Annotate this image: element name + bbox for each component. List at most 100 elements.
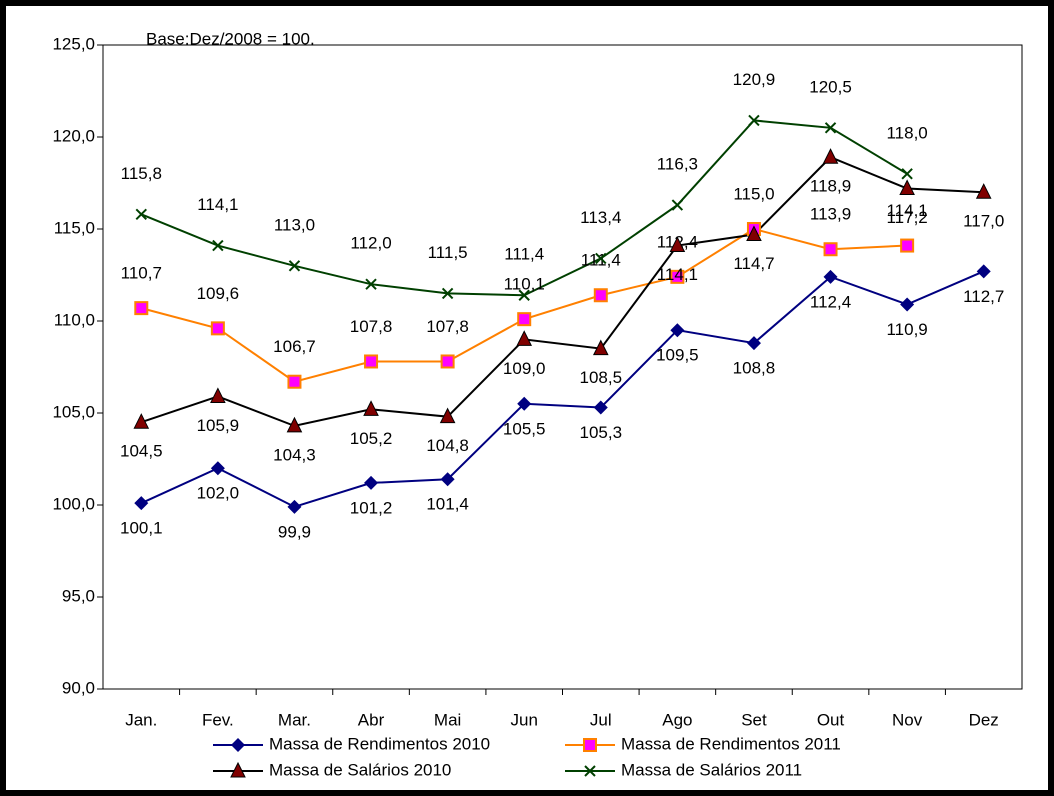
x-tick-label: Dez [969,710,999,729]
data-label: 104,3 [273,445,316,464]
data-label: 105,5 [503,419,546,438]
data-label: 115,0 [733,184,774,203]
x-tick-label: Ago [662,710,692,729]
series-line [140,156,984,427]
marker [439,407,456,424]
data-label: 118,0 [886,123,927,142]
data-label: 110,1 [504,275,545,294]
y-tick-label: 100,0 [52,494,95,513]
x-tick-label: Fev. [202,710,234,729]
marker [822,148,839,164]
x-tick-label: Jan. [125,710,157,729]
data-label: 104,5 [120,442,163,461]
data-label: 101,4 [426,495,469,514]
y-tick-label: 120,0 [52,126,95,145]
marker [748,114,760,127]
marker [134,301,149,316]
marker [364,354,379,369]
marker [670,323,685,338]
marker [517,312,532,327]
data-label: 117,0 [963,212,1004,231]
data-label: 99,9 [278,522,311,541]
marker [595,252,607,265]
marker [440,472,455,487]
data-label: 109,5 [656,346,699,365]
data-label: 105,3 [580,423,623,442]
marker [746,225,762,242]
data-label: 101,2 [350,498,393,517]
data-label: 112,7 [963,287,1004,306]
marker [823,242,838,257]
marker [975,183,992,199]
y-tick-label: 110,0 [54,310,95,329]
data-label: 108,8 [733,359,776,378]
data-label: 100,1 [120,519,163,538]
x-tick-label: Jul [590,710,612,729]
marker [899,179,915,196]
data-label: 113,0 [274,215,315,234]
data-label: 116,3 [657,155,698,174]
data-label: 115,8 [121,164,162,183]
data-label: 111,4 [581,251,621,270]
marker [363,400,379,416]
legend-marker [230,761,246,778]
legend-label: Massa de Salários 2011 [621,760,802,779]
marker [210,321,225,336]
marker [287,374,302,389]
data-label: 109,6 [197,284,240,303]
series-line [140,270,985,508]
marker [746,336,761,351]
x-tick-label: Mai [434,710,461,729]
data-label: 107,8 [350,317,393,336]
marker [900,238,915,253]
data-label: 118,9 [810,177,851,196]
marker [593,400,608,415]
marker [441,287,454,300]
marker [440,354,455,369]
marker [593,288,608,303]
marker [823,269,838,284]
y-tick-label: 90,0 [62,678,95,697]
marker [133,413,150,429]
marker [669,236,686,253]
data-label: 113,4 [580,208,621,227]
marker [287,499,302,514]
annotation: Base:Dez/2008 = 100. [146,29,315,48]
data-label: 112,4 [810,292,851,311]
data-label: 120,9 [733,70,776,89]
marker [900,297,915,312]
marker [517,396,532,411]
legend-marker [231,738,245,752]
data-label: 112,0 [350,234,391,253]
data-label: 111,4 [504,245,544,264]
data-label: 107,8 [426,317,469,336]
marker [288,260,301,272]
marker [592,339,609,356]
legend-label: Massa de Salários 2010 [269,760,451,779]
marker [210,387,226,403]
x-tick-label: Nov [892,710,923,729]
x-tick-label: Out [817,710,845,729]
marker [901,168,913,180]
y-tick-label: 95,0 [62,586,95,605]
marker [824,122,837,134]
legend-marker [583,738,597,752]
data-label: 104,8 [426,436,469,455]
data-label: 120,5 [809,77,852,96]
data-label: 105,2 [350,429,393,448]
x-tick-label: Set [741,710,767,729]
x-tick-label: Mar. [278,710,311,729]
marker [134,496,149,511]
marker [670,269,685,284]
marker [210,461,225,476]
y-tick-label: 125,0 [52,34,95,53]
marker [135,208,147,220]
data-label: 117,2 [886,208,927,227]
marker [364,475,379,490]
data-label: 114,1 [886,201,927,220]
marker [671,199,684,211]
data-label: 114,1 [657,265,698,284]
